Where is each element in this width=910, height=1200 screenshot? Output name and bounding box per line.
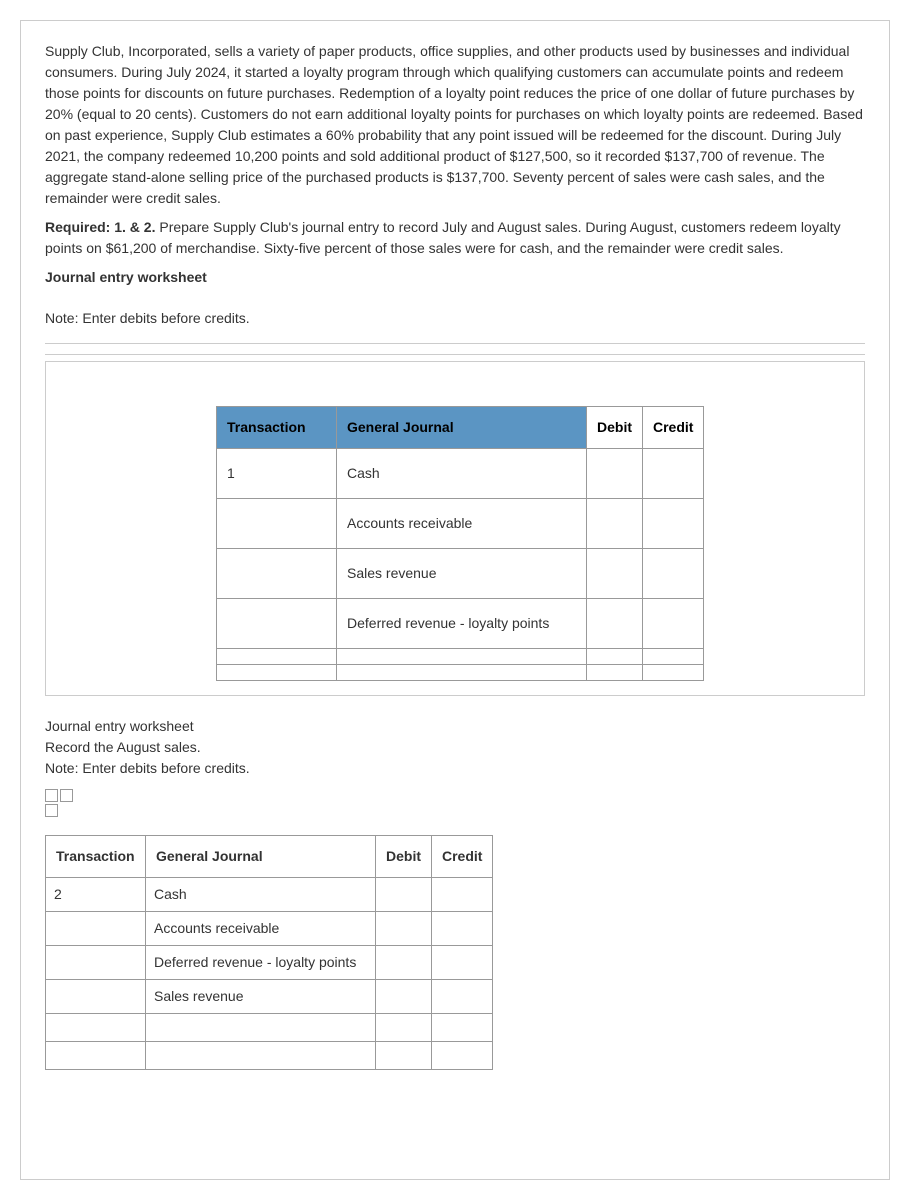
cell-debit[interactable] [587,599,643,649]
cell-empty[interactable] [337,665,587,681]
cell-empty[interactable] [376,1042,432,1070]
required-label: Required: 1. & 2. [45,219,155,235]
cell-transaction[interactable] [46,912,146,946]
intro-paragraph: Supply Club, Incorporated, sells a varie… [45,41,865,209]
checkbox-group [45,789,865,817]
divider-rule [45,343,865,355]
table-row: Sales revenue [217,549,704,599]
cell-general-journal[interactable]: Cash [146,878,376,912]
cell-empty[interactable] [587,665,643,681]
cell-debit[interactable] [376,946,432,980]
note-2: Note: Enter debits before credits. [45,758,865,779]
cell-empty[interactable] [46,1042,146,1070]
cell-credit[interactable] [643,449,704,499]
note-1: Note: Enter debits before credits. [45,308,865,329]
cell-debit[interactable] [376,912,432,946]
cell-empty[interactable] [46,1014,146,1042]
checkbox[interactable] [45,789,58,802]
cell-general-journal[interactable]: Deferred revenue - loyalty points [146,946,376,980]
section-2: Journal entry worksheet Record the Augus… [45,716,865,1070]
table-row: Deferred revenue - loyalty points [217,599,704,649]
required-text: Prepare Supply Club's journal entry to r… [45,219,841,256]
cell-empty[interactable] [217,665,337,681]
cell-credit[interactable] [432,980,493,1014]
table-row: Accounts receivable [217,499,704,549]
journal-table-2: Transaction General Journal Debit Credit… [45,835,493,1070]
cell-credit[interactable] [643,599,704,649]
checkbox[interactable] [45,804,58,817]
cell-general-journal[interactable]: Deferred revenue - loyalty points [337,599,587,649]
cell-empty[interactable] [643,649,704,665]
cell-empty[interactable] [643,665,704,681]
cell-empty[interactable] [376,1014,432,1042]
cell-credit[interactable] [643,499,704,549]
cell-empty[interactable] [432,1042,493,1070]
cell-general-journal[interactable]: Accounts receivable [337,499,587,549]
header-credit: Credit [432,836,493,878]
worksheet-title-2: Journal entry worksheet [45,716,865,737]
journal-table-1: Transaction General Journal Debit Credit… [216,406,704,681]
header-credit: Credit [643,407,704,449]
cell-debit[interactable] [587,449,643,499]
cell-credit[interactable] [432,946,493,980]
table-row: Sales revenue [46,980,493,1014]
cell-transaction[interactable] [217,499,337,549]
document-container: Supply Club, Incorporated, sells a varie… [20,20,890,1180]
table1-header-row: Transaction General Journal Debit Credit [217,407,704,449]
worksheet-title-1: Journal entry worksheet [45,267,865,288]
cell-transaction[interactable] [46,980,146,1014]
header-general-journal: General Journal [337,407,587,449]
header-transaction: Transaction [46,836,146,878]
table-row: Accounts receivable [46,912,493,946]
cell-empty[interactable] [217,649,337,665]
table-row: Deferred revenue - loyalty points [46,946,493,980]
table-row-empty [46,1042,493,1070]
cell-debit[interactable] [587,499,643,549]
table-row: 2 Cash [46,878,493,912]
checkbox-pair [45,789,865,802]
cell-general-journal[interactable]: Cash [337,449,587,499]
cell-empty[interactable] [337,649,587,665]
cell-empty[interactable] [587,649,643,665]
cell-general-journal[interactable]: Sales revenue [146,980,376,1014]
header-general-journal: General Journal [146,836,376,878]
cell-debit[interactable] [376,980,432,1014]
cell-transaction[interactable] [217,549,337,599]
cell-general-journal[interactable]: Accounts receivable [146,912,376,946]
cell-credit[interactable] [643,549,704,599]
table-row-empty [217,665,704,681]
table-row: 1 Cash [217,449,704,499]
cell-transaction[interactable] [217,599,337,649]
header-debit: Debit [376,836,432,878]
cell-debit[interactable] [376,878,432,912]
cell-debit[interactable] [587,549,643,599]
cell-transaction[interactable]: 1 [217,449,337,499]
cell-empty[interactable] [432,1014,493,1042]
subtitle-2: Record the August sales. [45,737,865,758]
table1-wrapper: Transaction General Journal Debit Credit… [216,406,864,681]
table-row-empty [217,649,704,665]
required-paragraph: Required: 1. & 2. Prepare Supply Club's … [45,217,865,259]
cell-credit[interactable] [432,912,493,946]
inner-box-1: Transaction General Journal Debit Credit… [45,361,865,696]
table2-header-row: Transaction General Journal Debit Credit [46,836,493,878]
cell-transaction[interactable] [46,946,146,980]
header-debit: Debit [587,407,643,449]
cell-general-journal[interactable]: Sales revenue [337,549,587,599]
table2-wrapper: Transaction General Journal Debit Credit… [45,835,865,1070]
cell-credit[interactable] [432,878,493,912]
checkbox[interactable] [60,789,73,802]
cell-empty[interactable] [146,1042,376,1070]
cell-empty[interactable] [146,1014,376,1042]
table-row-empty [46,1014,493,1042]
cell-transaction[interactable]: 2 [46,878,146,912]
header-transaction: Transaction [217,407,337,449]
